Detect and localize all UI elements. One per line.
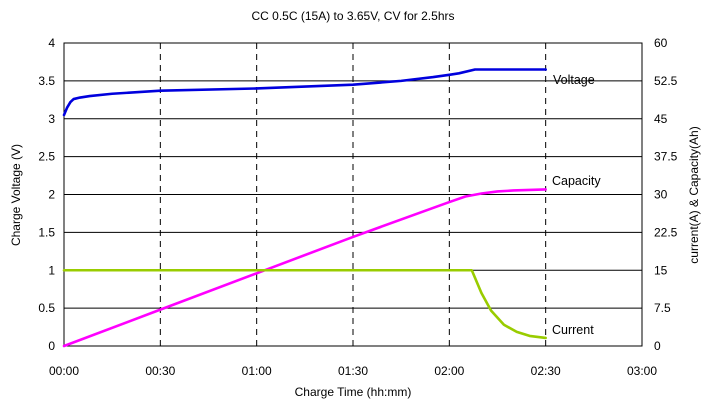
x-tick-labels: 00:00 00:30 01:00 01:30 02:00 02:30 03:00 xyxy=(49,364,657,378)
y-tick-label: 1 xyxy=(48,263,55,277)
y2-axis-label: current(A) & Capacity(Ah) xyxy=(687,126,701,263)
x-tick-label: 02:00 xyxy=(434,364,464,378)
y2-tick-label: 52.5 xyxy=(654,74,678,88)
y2-tick-label: 7.5 xyxy=(654,301,671,315)
x-tick-label: 00:00 xyxy=(49,364,79,378)
y-tick-labels: 0 0.5 1 1.5 2 2.5 3 3.5 4 xyxy=(38,36,55,353)
series-line-capacity xyxy=(62,188,547,348)
y2-tick-label: 15 xyxy=(654,263,668,277)
series-annotations: Voltage Capacity Current xyxy=(552,73,601,337)
y2-tick-label: 30 xyxy=(654,188,668,202)
series-label-current: Current xyxy=(552,323,594,337)
series-line-current xyxy=(62,268,547,340)
x-tick-label: 01:00 xyxy=(242,364,272,378)
y2-tick-label: 60 xyxy=(654,36,668,50)
y2-tick-labels: 0 7.5 15 22.5 30 37.5 45 52.5 60 xyxy=(654,36,678,353)
y-tick-label: 0 xyxy=(48,339,55,353)
x-tick-label: 02:30 xyxy=(531,364,561,378)
series-lines xyxy=(62,68,547,348)
y2-tick-label: 22.5 xyxy=(654,225,678,239)
plot-area xyxy=(63,42,643,347)
x-tick-label: 03:00 xyxy=(627,364,657,378)
series-line-voltage xyxy=(62,68,547,117)
series-label-voltage: Voltage xyxy=(553,73,595,87)
y-axis-label: Charge Voltage (V) xyxy=(9,144,23,246)
y2-tick-label: 45 xyxy=(654,112,668,126)
y-tick-label: 2.5 xyxy=(38,150,55,164)
series-label-capacity: Capacity xyxy=(552,174,601,188)
chart-title: CC 0.5C (15A) to 3.65V, CV for 2.5hrs xyxy=(252,9,455,23)
y-tick-label: 2 xyxy=(48,188,55,202)
y-tick-label: 3.5 xyxy=(38,74,55,88)
y-tick-label: 0.5 xyxy=(38,301,55,315)
x-tick-label: 00:30 xyxy=(145,364,175,378)
y-tick-label: 1.5 xyxy=(38,225,55,239)
x-tick-label: 01:30 xyxy=(338,364,368,378)
y-tick-label: 3 xyxy=(48,112,55,126)
y-tick-label: 4 xyxy=(48,36,55,50)
y2-tick-label: 0 xyxy=(654,339,661,353)
x-axis-label: Charge Time (hh:mm) xyxy=(295,385,412,399)
y2-tick-label: 37.5 xyxy=(654,150,678,164)
